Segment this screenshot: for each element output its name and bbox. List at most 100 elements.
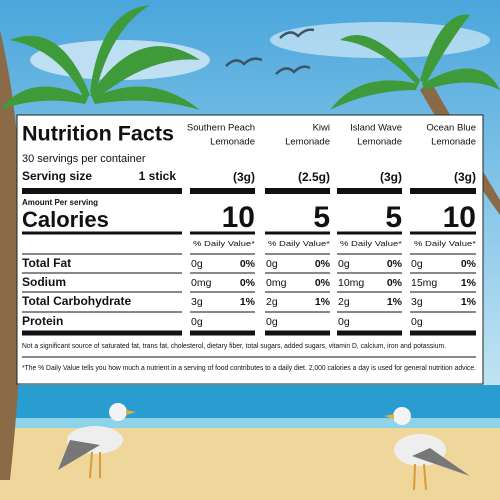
nutrient-amount: 0g <box>338 316 350 328</box>
daily-value-header: % Daily Value* <box>414 239 476 248</box>
column-calories: 5 <box>313 201 330 234</box>
nutrient-amount: 0mg <box>266 277 287 289</box>
nutrient-amount: 15mg <box>411 277 437 289</box>
gull <box>58 403 136 479</box>
nutrient-amount: 0g <box>266 258 278 270</box>
nutrient-amount: 0g <box>411 316 423 328</box>
label-panel <box>16 114 484 385</box>
rule <box>22 356 476 358</box>
nutrient-dv: 0% <box>315 277 331 289</box>
rule <box>410 231 476 235</box>
rule <box>410 330 476 336</box>
rule <box>22 291 182 293</box>
rule <box>337 231 402 235</box>
rule <box>265 253 330 255</box>
daily-value-header: % Daily Value* <box>193 239 255 248</box>
daily-value-header: % Daily Value* <box>340 239 402 248</box>
nutrient-dv: 0% <box>387 277 403 289</box>
nutrient-amount: 0g <box>191 316 203 328</box>
rule <box>265 330 330 336</box>
nutrient-amount: 0g <box>266 316 278 328</box>
rule <box>265 311 330 313</box>
rule <box>190 253 255 255</box>
rule <box>22 272 182 274</box>
rule <box>337 253 402 255</box>
nutrient-name: Protein <box>22 314 63 328</box>
column-calories: 5 <box>385 201 402 234</box>
column-calories: 10 <box>222 201 255 234</box>
column-name: Kiwi <box>313 123 330 134</box>
rule <box>22 188 182 194</box>
rule <box>410 188 476 194</box>
column-name: Lemonade <box>210 137 255 148</box>
nutrient-amount: 0mg <box>191 277 212 289</box>
nutrient-dv: 0% <box>315 258 331 270</box>
rule <box>410 311 476 313</box>
nutrient-amount: 0g <box>338 258 350 270</box>
rule <box>265 272 330 274</box>
servings: 30 servings per container <box>22 153 146 165</box>
column-name: Island Wave <box>350 123 402 134</box>
rule <box>190 330 255 336</box>
rule <box>22 330 182 336</box>
nutrition-label: Nutrition Facts 30 servings per container… <box>22 123 477 372</box>
nutrient-amount: 3g <box>411 296 423 308</box>
column-name: Southern Peach <box>187 123 255 134</box>
rule <box>22 311 182 313</box>
column-serving: (3g) <box>233 170 255 184</box>
nutrient-amount: 3g <box>191 296 203 308</box>
nutrient-amount: 10mg <box>338 277 364 289</box>
title: Nutrition Facts <box>22 123 174 146</box>
nutrient-amount: 2g <box>266 296 278 308</box>
rule <box>337 188 402 194</box>
nutrient-dv: 1% <box>315 296 331 308</box>
rule <box>265 188 330 194</box>
nutrient-name: Total Carbohydrate <box>22 294 131 308</box>
rule <box>22 253 182 255</box>
rule <box>410 272 476 274</box>
amount-per-serving: Amount Per serving <box>22 198 98 207</box>
nutrient-amount: 0g <box>411 258 423 270</box>
rule <box>190 311 255 313</box>
nutrient-dv: 1% <box>240 296 256 308</box>
column-serving: (3g) <box>454 170 476 184</box>
column-serving: (2.5g) <box>298 170 330 184</box>
nutrient-dv: 1% <box>461 277 477 289</box>
column-name: Lemonade <box>357 137 402 148</box>
rule <box>337 291 402 293</box>
nutrient-dv: 0% <box>461 258 477 270</box>
footnote: *The % Daily Value tells you how much a … <box>22 365 476 372</box>
nutrient-dv: 0% <box>240 258 256 270</box>
rule <box>190 188 255 194</box>
nutrient-name: Total Fat <box>22 256 71 270</box>
rule <box>410 253 476 255</box>
nutrient-dv: 0% <box>387 258 403 270</box>
rule <box>190 291 255 293</box>
column-name: Ocean Blue <box>426 123 476 134</box>
rule <box>22 231 182 235</box>
serving-size: 1 stick <box>139 169 177 183</box>
nutrient-dv: 1% <box>461 296 477 308</box>
rule <box>410 291 476 293</box>
calories-label: Calories <box>22 207 109 232</box>
nutrient-name: Sodium <box>22 275 66 289</box>
serving-size-label: Serving size <box>22 169 92 183</box>
nutrient-dv: 0% <box>240 277 256 289</box>
rule <box>265 291 330 293</box>
column-name: Lemonade <box>431 137 476 148</box>
nutrient-amount: 2g <box>338 296 350 308</box>
column-name: Lemonade <box>285 137 330 148</box>
footnote: Not a significant source of saturated fa… <box>22 343 446 350</box>
rule <box>337 272 402 274</box>
rule <box>337 330 402 336</box>
daily-value-header: % Daily Value* <box>268 239 330 248</box>
nutrient-amount: 0g <box>191 258 203 270</box>
column-serving: (3g) <box>380 170 402 184</box>
rule <box>190 272 255 274</box>
rule <box>265 231 330 235</box>
rule <box>337 311 402 313</box>
column-calories: 10 <box>443 201 476 234</box>
rule <box>190 231 255 235</box>
nutrient-dv: 1% <box>387 296 403 308</box>
